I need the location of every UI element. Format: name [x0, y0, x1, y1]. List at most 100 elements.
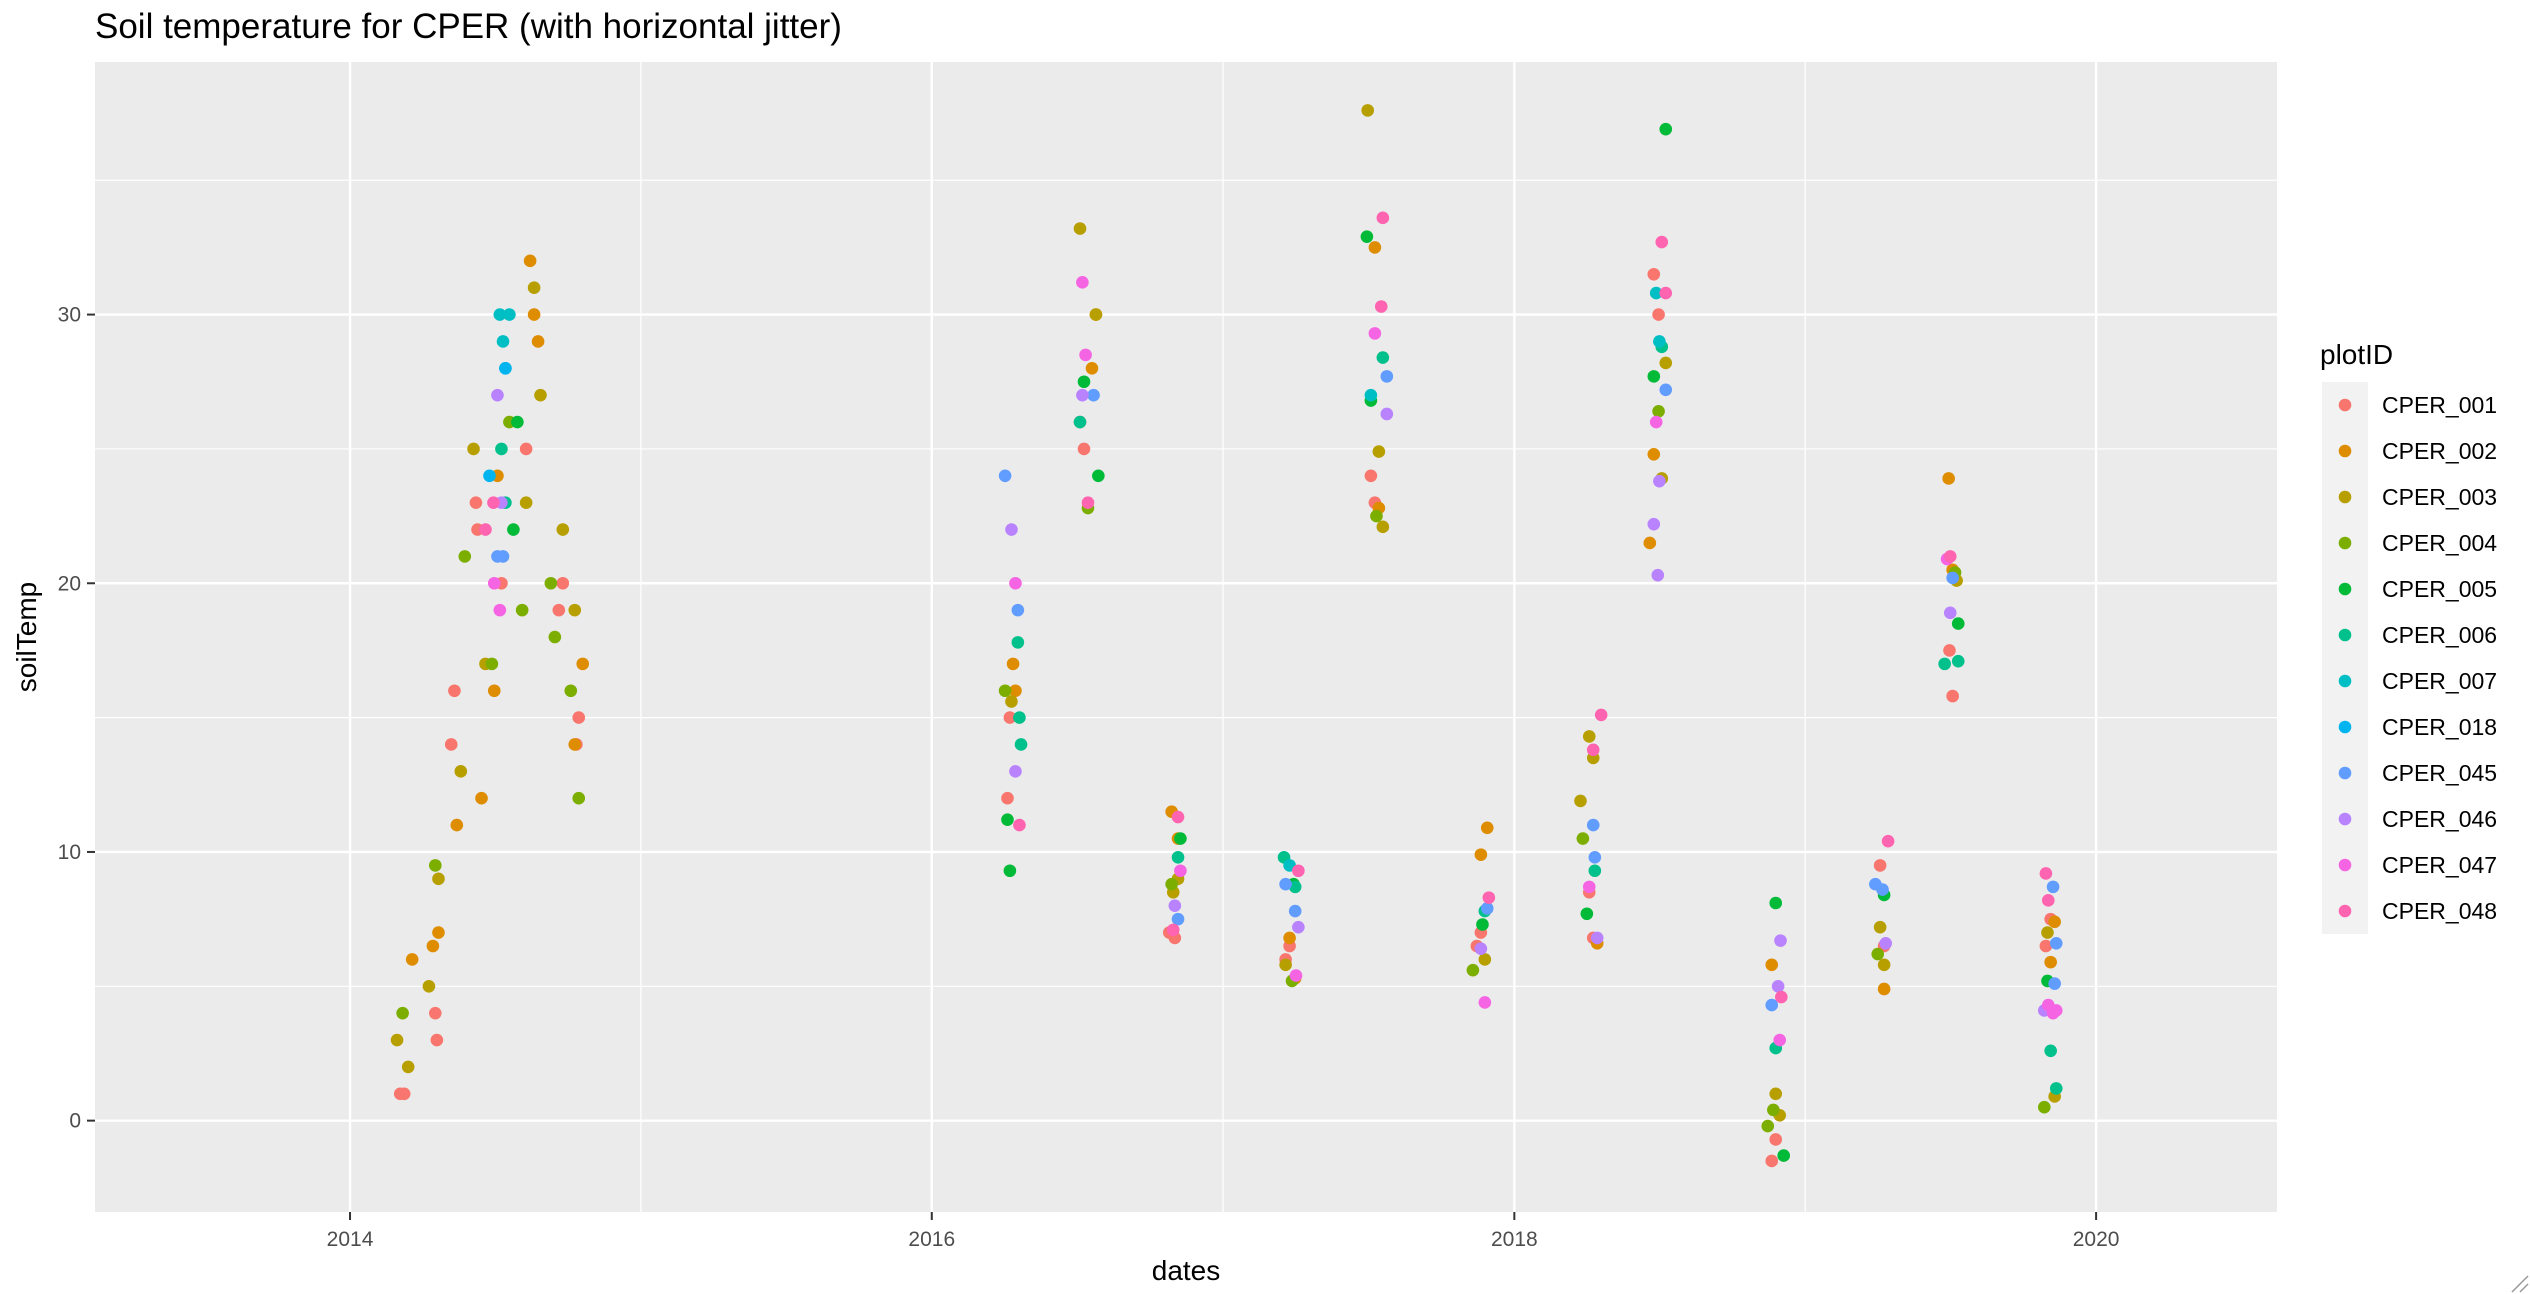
data-point	[552, 603, 566, 617]
data-point	[1586, 743, 1600, 757]
data-point	[1466, 963, 1480, 977]
plot-panel	[95, 62, 2277, 1212]
data-point	[1649, 415, 1663, 429]
data-point	[1380, 370, 1394, 383]
legend-swatch	[2338, 766, 2352, 780]
legend-label: CPER_002	[2382, 438, 2497, 464]
data-point	[485, 657, 499, 671]
data-point	[1653, 474, 1666, 488]
data-point	[1773, 1033, 1787, 1047]
data-point	[432, 926, 445, 939]
data-point	[1879, 937, 1893, 950]
data-point	[998, 684, 1012, 698]
data-point	[496, 335, 510, 348]
data-point	[1951, 654, 1965, 668]
data-point	[1283, 931, 1296, 945]
data-point	[515, 603, 529, 617]
data-point	[499, 362, 512, 375]
data-point	[1871, 947, 1885, 961]
legend-label: CPER_018	[2382, 714, 2497, 740]
data-point	[1077, 375, 1091, 389]
series-CPER_048	[479, 211, 2055, 1004]
data-point	[1474, 942, 1488, 955]
legend-label: CPER_001	[2382, 392, 2497, 418]
data-point	[1594, 708, 1608, 722]
legend-label: CPER_005	[2382, 576, 2497, 602]
data-point	[1013, 711, 1026, 724]
data-point	[2044, 1044, 2057, 1058]
data-point	[1942, 472, 1955, 485]
data-point	[401, 1060, 415, 1074]
series-CPER_003	[390, 104, 2061, 1122]
data-point	[448, 684, 461, 698]
data-point	[1659, 122, 1673, 136]
data-point	[534, 388, 547, 402]
data-point	[1011, 636, 1025, 649]
data-point	[1647, 447, 1661, 461]
data-point	[2039, 939, 2053, 953]
data-point	[1643, 536, 1657, 550]
data-point	[1364, 388, 1378, 402]
data-point	[1873, 859, 1887, 872]
data-point	[1288, 904, 1302, 918]
data-point	[556, 576, 570, 590]
data-point	[1376, 211, 1390, 225]
data-point	[390, 1033, 404, 1047]
data-point	[1881, 834, 1895, 848]
data-point	[1171, 912, 1185, 926]
legend-swatch	[2338, 858, 2352, 872]
data-point	[1588, 851, 1602, 864]
data-point	[1876, 883, 1889, 896]
data-point	[1576, 832, 1590, 845]
data-point	[1873, 920, 1887, 934]
data-point	[428, 1006, 442, 1020]
data-point	[556, 523, 570, 536]
data-point	[1877, 982, 1891, 996]
resize-grip-icon[interactable]	[2504, 1268, 2530, 1294]
data-point	[1476, 918, 1489, 931]
series-CPER_004	[396, 404, 2051, 1133]
data-point	[1376, 520, 1390, 534]
data-point	[1009, 576, 1022, 590]
legend-label: CPER_007	[2382, 668, 2497, 694]
data-point	[1938, 657, 1951, 671]
y-axis: 0 10 20 30	[58, 304, 95, 1133]
data-point	[1171, 851, 1185, 864]
data-point	[1279, 958, 1292, 972]
legend-swatch	[2338, 904, 2352, 918]
data-point	[1647, 517, 1661, 531]
data-point	[1588, 864, 1602, 878]
minor-gridlines	[95, 62, 2277, 1212]
series-CPER_018	[483, 362, 512, 483]
legend-swatch	[2338, 720, 2352, 734]
legend-swatch	[2338, 490, 2352, 504]
data-point	[426, 939, 440, 953]
data-point	[1288, 880, 1302, 894]
data-point	[422, 979, 436, 993]
data-point	[568, 738, 582, 751]
data-point	[1774, 934, 1787, 947]
data-point	[493, 603, 507, 617]
series-CPER_045	[491, 370, 2063, 1012]
data-point	[1368, 327, 1382, 340]
data-point	[1005, 523, 1018, 536]
data-point	[1582, 730, 1596, 743]
major-gridlines	[95, 62, 2277, 1212]
data-point	[430, 1033, 444, 1047]
data-point	[2048, 977, 2061, 990]
data-point	[1292, 864, 1305, 878]
data-point	[572, 791, 586, 805]
data-point	[1174, 832, 1187, 845]
legend-label: CPER_004	[2382, 530, 2497, 556]
x-tick-label: 2014	[327, 1228, 374, 1251]
data-point	[1769, 1087, 1783, 1101]
data-point	[1360, 230, 1374, 243]
data-point	[1946, 571, 1959, 585]
legend-label: CPER_045	[2382, 760, 2497, 786]
y-tick-label: 0	[69, 1110, 81, 1133]
data-point	[1652, 404, 1665, 418]
chart-title: Soil temperature for CPER (with horizont…	[95, 7, 842, 46]
data-point	[1364, 469, 1378, 483]
data-point	[1647, 370, 1661, 383]
data-point	[519, 496, 533, 509]
